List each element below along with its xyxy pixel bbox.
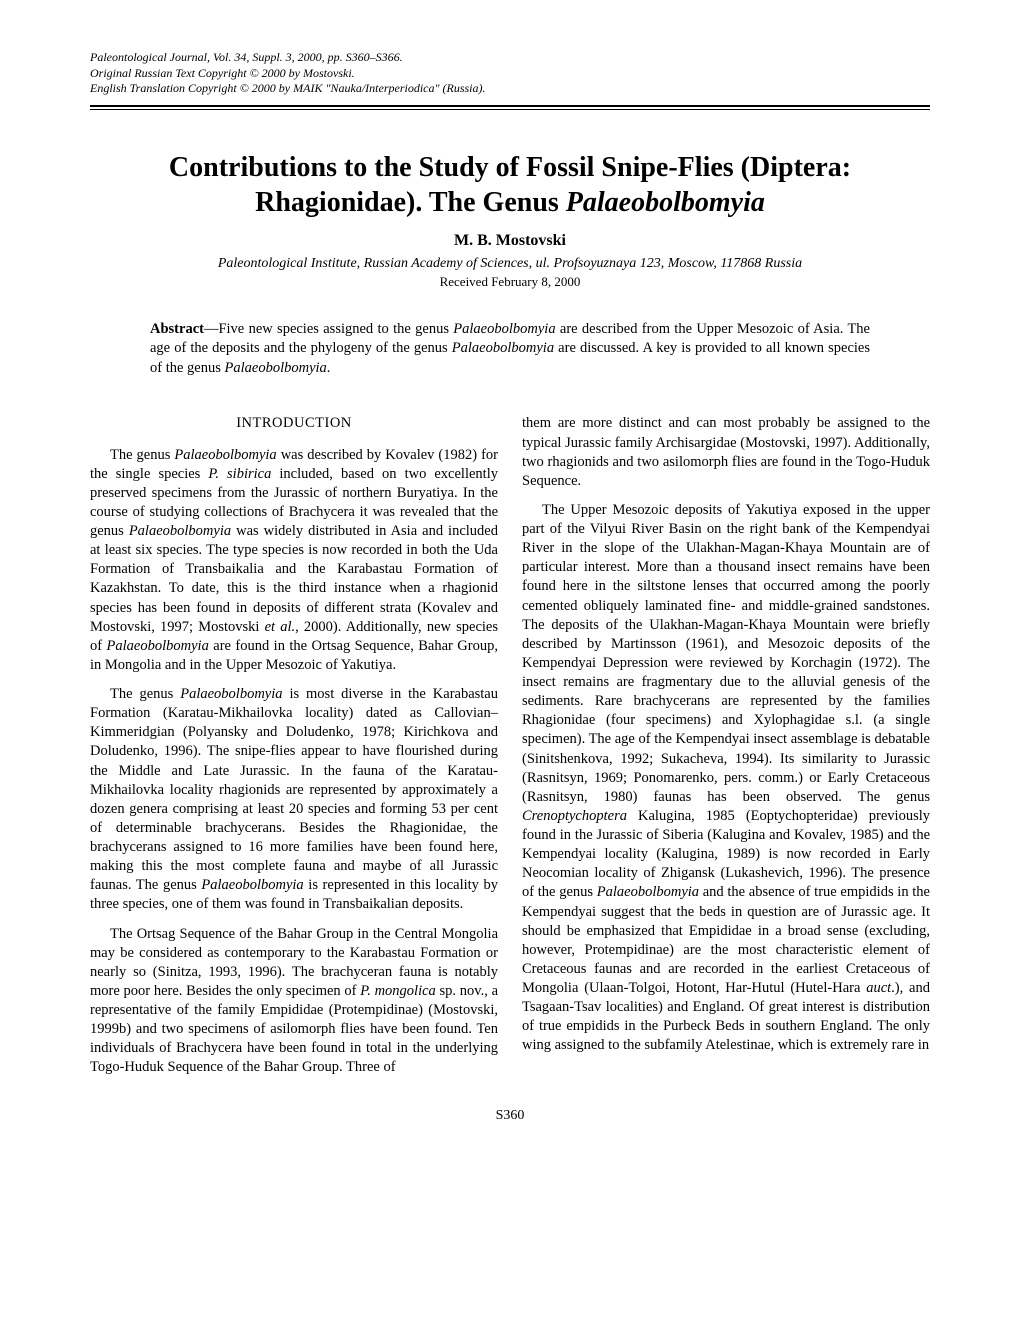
right-column: them are more distinct and can most prob… bbox=[522, 414, 930, 1087]
paragraph-2: The genus Palaeobolbomyia is most divers… bbox=[90, 685, 498, 915]
copyright-line-2: English Translation Copyright © 2000 by … bbox=[90, 81, 930, 97]
abstract-label: Abstract bbox=[150, 321, 204, 337]
page-number: S360 bbox=[90, 1108, 930, 1124]
header-rules bbox=[90, 105, 930, 110]
journal-meta: Paleontological Journal, Vol. 34, Suppl.… bbox=[90, 50, 930, 97]
abstract-seg4: . bbox=[327, 360, 331, 376]
rule-thin bbox=[90, 109, 930, 110]
article-title: Contributions to the Study of Fossil Sni… bbox=[90, 150, 930, 220]
abstract: Abstract—Five new species assigned to th… bbox=[150, 320, 870, 379]
abstract-genus3: Palaeobolbomyia bbox=[225, 360, 327, 376]
paragraph-3: The Ortsag Sequence of the Bahar Group i… bbox=[90, 925, 498, 1078]
abstract-genus2: Palaeobolbomyia bbox=[452, 340, 554, 356]
paragraph-1: The genus Palaeobolbomyia was described … bbox=[90, 446, 498, 676]
affiliation: Paleontological Institute, Russian Acade… bbox=[90, 256, 930, 272]
abstract-seg1: —Five new species assigned to the genus bbox=[204, 321, 453, 337]
paragraph-4: them are more distinct and can most prob… bbox=[522, 414, 930, 491]
abstract-genus1: Palaeobolbomyia bbox=[453, 321, 555, 337]
body-columns: INTRODUCTION The genus Palaeobolbomyia w… bbox=[90, 414, 930, 1087]
rule-thick bbox=[90, 105, 930, 107]
copyright-line-1: Original Russian Text Copyright © 2000 b… bbox=[90, 66, 930, 82]
title-genus: Palaeobolbomyia bbox=[566, 187, 765, 218]
left-column: INTRODUCTION The genus Palaeobolbomyia w… bbox=[90, 414, 498, 1087]
received-date: Received February 8, 2000 bbox=[90, 274, 930, 290]
page: Paleontological Journal, Vol. 34, Suppl.… bbox=[0, 0, 1020, 1164]
author: M. B. Mostovski bbox=[90, 232, 930, 250]
section-heading: INTRODUCTION bbox=[90, 414, 498, 433]
journal-line: Paleontological Journal, Vol. 34, Suppl.… bbox=[90, 50, 930, 66]
paragraph-5: The Upper Mesozoic deposits of Yakutiya … bbox=[522, 501, 930, 1056]
